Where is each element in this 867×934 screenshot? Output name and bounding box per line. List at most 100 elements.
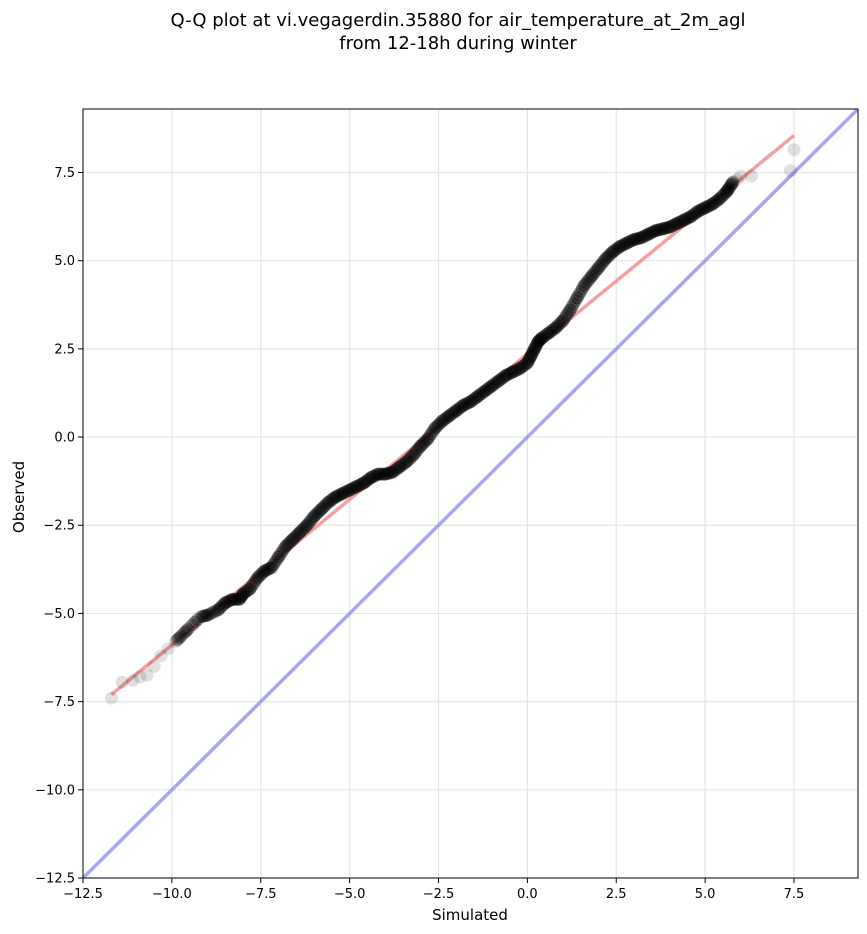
data-point-69: [591, 261, 605, 275]
data-point-dense-42-3: [419, 434, 433, 448]
data-point-dense-79-1: [664, 219, 678, 233]
data-point-dense-87-1: [720, 184, 734, 198]
data-point-21: [264, 561, 278, 575]
x-tick-label-4: −2.5: [423, 887, 455, 902]
data-point-dense-40-2: [403, 451, 417, 465]
data-point-dense-19-2: [254, 568, 268, 582]
data-point-dense-17-2: [240, 584, 254, 598]
data-point-57: [520, 356, 534, 370]
data-point-dense-23-1: [280, 538, 294, 552]
data-point-dense-65-3: [568, 294, 582, 308]
data-point-dense-75-2: [638, 229, 652, 243]
data-point-92: [744, 169, 758, 183]
data-point-47: [449, 404, 463, 418]
data-point-dense-83-1: [693, 203, 707, 217]
data-point-dense-59-2: [529, 338, 543, 352]
data-point-dense-8-1: [170, 633, 184, 647]
data-point-dense-67-1: [579, 276, 593, 290]
y-tick-label-3: −5.0: [43, 607, 75, 622]
data-point-54: [499, 368, 513, 382]
data-point-32: [343, 483, 357, 497]
data-point-63: [549, 321, 563, 335]
data-point-dense-70-1: [600, 250, 614, 264]
data-point-dense-84-2: [702, 199, 716, 213]
data-point-60: [531, 335, 545, 349]
data-point-41: [407, 448, 421, 462]
fit-line: [110, 134, 796, 696]
data-point-dense-31-1: [337, 486, 351, 500]
data-point-26: [300, 518, 314, 532]
y-tick-label-7: 5.0: [54, 254, 75, 269]
data-point-dense-82-2: [687, 207, 701, 221]
data-point-dense-32-3: [348, 480, 362, 494]
data-point-dense-72-2: [616, 238, 630, 252]
data-point-dense-51-2: [481, 382, 495, 396]
data-point-dense-74-2: [631, 232, 645, 246]
data-point-71: [606, 245, 620, 259]
data-point-dense-49-3: [469, 391, 483, 405]
data-point-dense-40-1: [401, 453, 415, 467]
data-point-dense-44-3: [433, 416, 447, 430]
data-point-dense-13-3: [216, 598, 230, 612]
data-point-33: [350, 479, 364, 493]
data-point-83: [691, 204, 705, 218]
data-point-dense-11-1: [195, 610, 209, 624]
x-axis-label: Simulated: [432, 906, 508, 924]
data-point-dense-38-2: [389, 463, 403, 477]
data-point-dense-34-2: [360, 473, 374, 487]
data-point-dense-8-2: [172, 631, 186, 645]
data-point-dense-56-3: [519, 357, 533, 371]
data-point-9: [176, 628, 190, 642]
chart-title-line1: Q-Q plot at vi.vegagerdin.35880 for air_…: [171, 10, 746, 31]
data-point-dense-47-2: [453, 401, 467, 415]
data-point-dense-74-1: [629, 232, 643, 246]
data-point-dense-84-3: [703, 198, 717, 212]
data-point-dense-43-1: [423, 429, 437, 443]
data-point-13: [211, 603, 225, 617]
data-point-dense-55-2: [510, 363, 524, 377]
data-point-dense-32-1: [344, 482, 358, 496]
x-tick-label-5: 0.0: [517, 887, 538, 902]
data-point-dense-81-1: [679, 212, 693, 226]
data-point-dense-81-3: [682, 210, 696, 224]
data-point-dense-82-3: [689, 206, 703, 220]
data-point-dense-35-2: [368, 469, 382, 483]
data-point-dense-27-1: [309, 508, 323, 522]
data-point-dense-46-2: [446, 406, 460, 420]
data-point-2: [126, 673, 140, 687]
data-point-77: [648, 224, 662, 238]
data-point-dense-38-3: [391, 461, 405, 475]
data-point-dense-77-3: [654, 222, 668, 236]
data-point-dense-9-2: [179, 624, 193, 638]
data-point-dense-60-1: [532, 334, 546, 348]
data-point-dense-30-2: [332, 488, 346, 502]
data-point-dense-22-3: [277, 542, 291, 556]
data-point-46: [442, 409, 456, 423]
data-point-35: [364, 471, 378, 485]
data-point-dense-57-1: [521, 354, 535, 368]
data-point-84: [698, 201, 712, 215]
y-tick-label-0: −12.5: [35, 872, 75, 887]
data-point-dense-31-2: [339, 485, 353, 499]
y-axis-ticks: −12.5 −10.0 −7.5 −5.0 −2.5 0.0 2.5 5.0 7.5: [35, 166, 83, 887]
data-point-24: [286, 532, 300, 546]
data-point-dense-70-3: [604, 247, 618, 261]
y-tick-label-8: 7.5: [54, 166, 75, 181]
data-point-dense-78-2: [659, 221, 673, 235]
data-point-dense-11-2: [197, 609, 211, 623]
data-point-dense-64-2: [559, 308, 573, 322]
data-point-dense-19-3: [256, 566, 270, 580]
data-point-dense-80-3: [675, 214, 689, 228]
data-point-4: [140, 668, 154, 682]
data-point-dense-28-2: [318, 499, 332, 513]
data-point-dense-62-3: [547, 322, 561, 336]
data-point-dense-24-1: [288, 531, 302, 545]
data-point-dense-75-3: [639, 228, 653, 242]
data-point-dense-83-2: [695, 203, 709, 217]
data-point-dense-21-1: [266, 558, 280, 572]
y-tick-label-2: −7.5: [43, 695, 75, 710]
data-point-dense-76-1: [643, 226, 657, 240]
data-point-53: [492, 374, 506, 388]
data-point-dense-79-2: [666, 218, 680, 232]
data-point-dense-62-1: [543, 325, 557, 339]
